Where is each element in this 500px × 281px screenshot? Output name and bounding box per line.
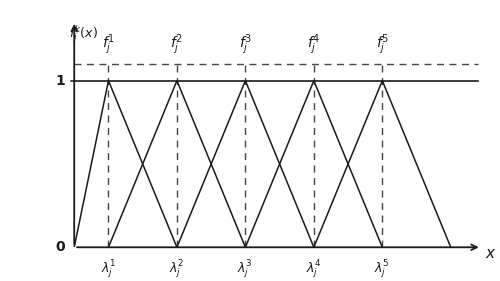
Text: $\mathbf{1}$: $\mathbf{1}$	[56, 74, 66, 88]
Text: $f_j^3$: $f_j^3$	[238, 33, 252, 57]
Text: $\lambda_j^5$: $\lambda_j^5$	[374, 259, 390, 281]
Text: $\lambda_j^2$: $\lambda_j^2$	[169, 259, 184, 281]
Text: $f_j^k(x)$: $f_j^k(x)$	[69, 23, 98, 45]
Text: $f_j^2$: $f_j^2$	[170, 33, 183, 57]
Text: $\mathbf{0}$: $\mathbf{0}$	[55, 240, 66, 254]
Text: $f_j^1$: $f_j^1$	[102, 33, 115, 57]
Text: $\lambda_j^1$: $\lambda_j^1$	[100, 259, 116, 281]
Text: $f_j^4$: $f_j^4$	[307, 33, 320, 57]
Text: $f_j^5$: $f_j^5$	[376, 33, 389, 57]
Text: $\lambda_j^4$: $\lambda_j^4$	[306, 259, 322, 281]
Text: $x$: $x$	[485, 246, 496, 261]
Text: $\lambda_j^3$: $\lambda_j^3$	[238, 259, 254, 281]
